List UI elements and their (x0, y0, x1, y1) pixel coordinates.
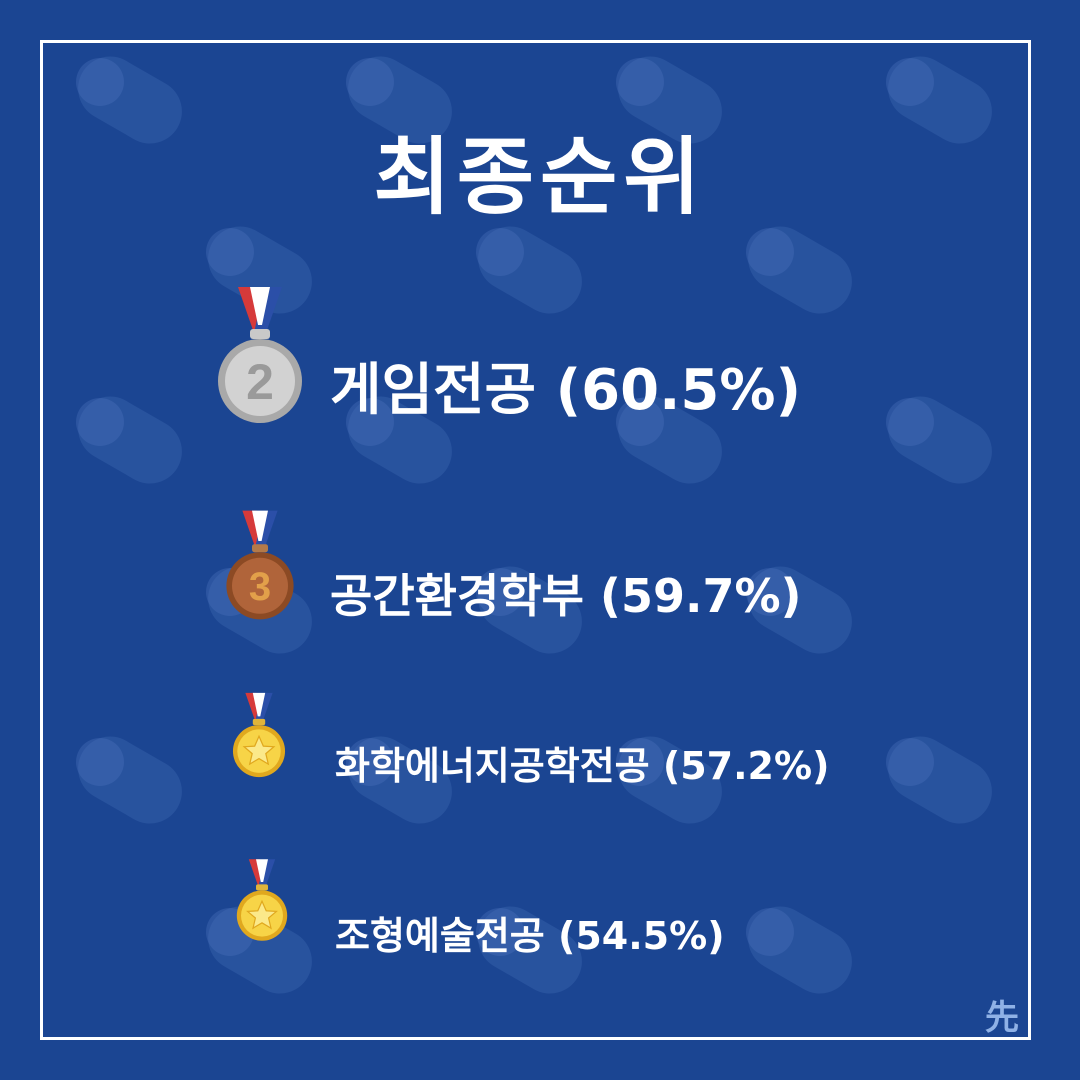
rank-label: 화학에너지공학전공 (57.2%) (335, 744, 830, 788)
ranking-item: 화학에너지공학전공 (57.2%) (0, 685, 1080, 835)
ranking-item: 3 공간환경학부 (59.7%) (0, 505, 1080, 655)
gold-star-medal-icon (232, 692, 286, 778)
medal-number: 2 (246, 354, 274, 410)
rank-label: 공간환경학부 (59.7%) (330, 569, 802, 623)
third-place-medal-icon: 3 (226, 510, 294, 620)
ranking-item: 2 게임전공 (60.5%) (0, 285, 1080, 435)
ranking-item: 조형예술전공 (54.5%) (0, 850, 1080, 1000)
corner-logo: 先 (985, 998, 1019, 1038)
gold-star-medal-icon (236, 859, 288, 941)
white-frame-border (40, 40, 1031, 1040)
medal-number: 3 (249, 565, 271, 609)
rank-label: 조형예술전공 (54.5%) (335, 914, 725, 958)
rank-label: 게임전공 (60.5%) (330, 358, 802, 423)
page-title: 최종순위 (373, 128, 707, 226)
second-place-medal-icon: 2 (218, 287, 302, 423)
